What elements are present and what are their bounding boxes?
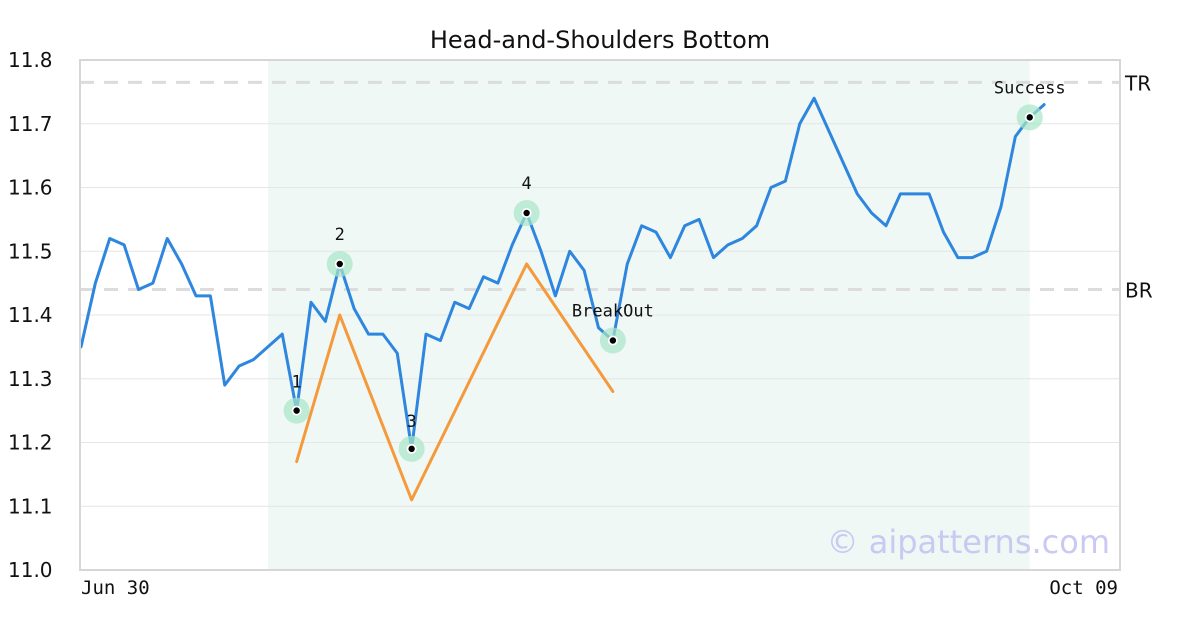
grid-lines	[80, 59, 1120, 571]
reference-label-tr: TR	[1124, 71, 1151, 95]
y-axis-ticks: 11.0 11.1 11.2 11.3 11.4 11.5 11.6 11.7 11.8	[8, 48, 53, 582]
pattern-points: 1 2 3 4 BreakOut Success	[283, 78, 1066, 462]
chart-title: Head-and-Shoulders Bottom	[430, 26, 770, 54]
y-tick-label: 11.3	[8, 367, 53, 391]
y-tick-label: 11.4	[8, 303, 53, 327]
point-label: 3	[407, 412, 417, 432]
x-tick-label: Jun 30	[81, 577, 150, 599]
point-label: 2	[335, 225, 345, 245]
pattern-line	[295, 262, 615, 502]
x-axis-ticks: Jun 30 Oct 09	[81, 577, 1118, 599]
point-marker	[523, 209, 530, 217]
point-marker	[609, 337, 617, 344]
y-tick-label: 11.6	[8, 176, 53, 200]
point-label: 4	[522, 174, 532, 194]
y-tick-label: 11.2	[8, 431, 53, 455]
point-marker	[336, 260, 343, 268]
plot-frame	[79, 59, 1121, 571]
y-tick-label: 11.1	[8, 494, 53, 518]
point-marker	[1026, 114, 1033, 121]
watermark: © aipatterns.com	[827, 523, 1110, 561]
point-marker	[408, 445, 415, 453]
y-tick-label: 11.5	[8, 239, 53, 263]
y-tick-label: 11.7	[8, 112, 53, 136]
point-label: Success	[994, 78, 1066, 98]
reference-label-br: BR	[1125, 279, 1153, 303]
x-tick-label: Oct 09	[1049, 577, 1118, 599]
y-tick-label: 11.0	[8, 558, 53, 582]
price-line	[79, 96, 1046, 451]
reference-lines: TR BR	[80, 71, 1153, 303]
point-label: 1	[292, 373, 302, 393]
point-marker	[293, 407, 300, 414]
y-tick-label: 11.8	[8, 48, 53, 72]
point-label: BreakOut	[572, 302, 654, 322]
series-lines	[79, 96, 1046, 502]
